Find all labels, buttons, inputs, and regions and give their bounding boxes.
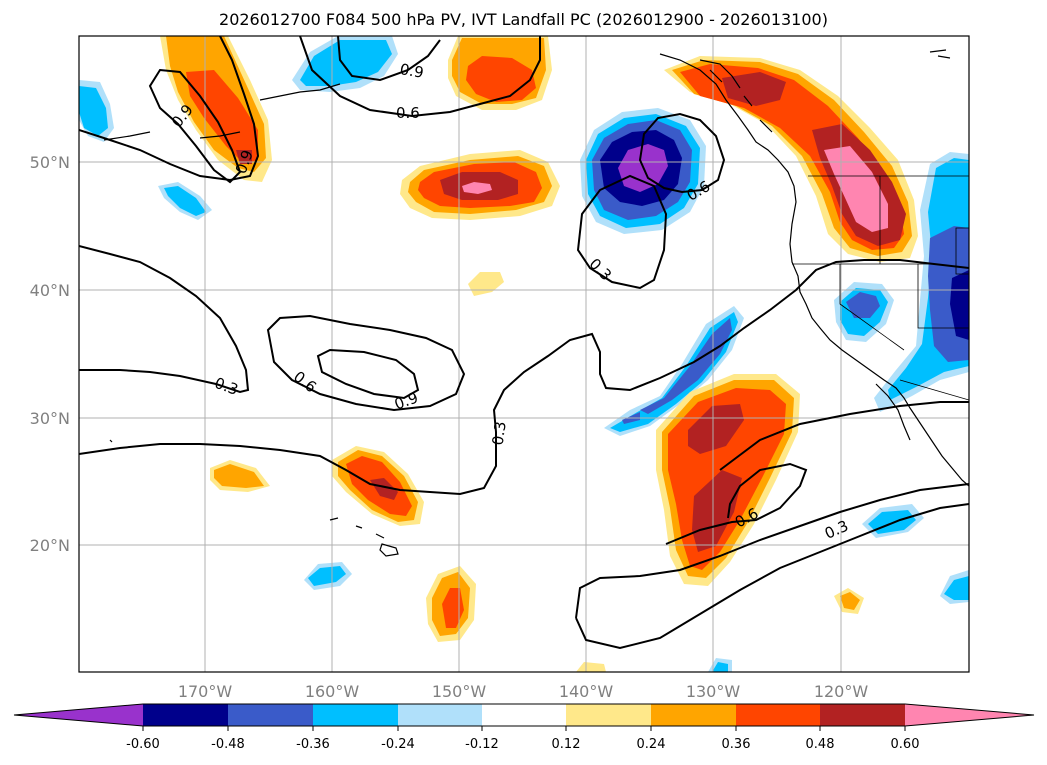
colorbar-segment bbox=[651, 704, 736, 726]
colorbar-segment bbox=[398, 704, 482, 726]
colorbar-segment bbox=[313, 704, 398, 726]
lat-label-40n: 40°N bbox=[30, 281, 70, 300]
pv-cell-south-negative bbox=[304, 562, 352, 590]
colorbar-extend-high bbox=[905, 704, 1034, 726]
colorbar: -0.60 -0.48 -0.36 -0.24 -0.12 0.12 0.24 … bbox=[13, 703, 1035, 752]
pv-cell-coastal-positive bbox=[664, 56, 918, 262]
pv-cell-ca-negative bbox=[834, 282, 894, 342]
colorbar-segment bbox=[736, 704, 820, 726]
colorbar-segment bbox=[143, 704, 228, 726]
contour-south-0.6 bbox=[665, 462, 808, 545]
graticule bbox=[79, 36, 969, 672]
contour-label: 0.9 bbox=[398, 60, 425, 82]
lon-label-170w: 170°W bbox=[178, 682, 233, 701]
colorbar-segment bbox=[566, 704, 651, 726]
colorbar-segment bbox=[228, 704, 313, 726]
lat-label-20n: 20°N bbox=[30, 536, 70, 555]
pv-contours bbox=[79, 36, 969, 650]
pv-cell-bottom-small bbox=[576, 658, 732, 672]
longitude-labels: 170°W 160°W 150°W 140°W 130°W 120°W bbox=[178, 682, 869, 701]
colorbar-label: -0.60 bbox=[126, 737, 160, 752]
coastlines bbox=[103, 49, 969, 557]
contour-big-0.3 bbox=[79, 259, 969, 496]
contour-ne-0.3 bbox=[576, 174, 668, 290]
pv-cell-west-positive-small bbox=[210, 460, 270, 492]
pv-cell-ne-negative bbox=[580, 108, 706, 234]
pv-cell-negative-small-1 bbox=[158, 182, 212, 220]
contour-ne-0.6 bbox=[638, 112, 726, 194]
colorbar-extend-low bbox=[14, 704, 143, 726]
lon-label-120w: 120°W bbox=[814, 682, 869, 701]
map-title: 2026012700 F084 500 hPa PV, IVT Landfall… bbox=[219, 10, 828, 29]
contour-north-0.9 bbox=[337, 36, 441, 82]
contour-se-0.3 bbox=[719, 401, 969, 471]
colorbar-label: 0.48 bbox=[806, 737, 835, 752]
pv-cell-nw-positive bbox=[160, 36, 272, 182]
pv-cell-east-negative bbox=[874, 152, 969, 412]
contour-south-0.3 bbox=[575, 483, 969, 619]
lat-label-30n: 30°N bbox=[30, 409, 70, 428]
pv-cell-far-west-negative bbox=[79, 80, 114, 142]
colorbar-label: 0.12 bbox=[552, 737, 581, 752]
contour-nw-0.6 bbox=[79, 36, 260, 182]
colorbar-label: -0.36 bbox=[296, 737, 330, 752]
colorbar-label: -0.48 bbox=[211, 737, 245, 752]
colorbar-label: 0.60 bbox=[891, 737, 920, 752]
contour-north-0.6 bbox=[299, 36, 541, 118]
lat-label-50n: 50°N bbox=[30, 153, 70, 172]
contour-label: 0.3 bbox=[489, 420, 510, 446]
lon-label-140w: 140°W bbox=[559, 682, 614, 701]
colorbar-label: -0.24 bbox=[381, 737, 415, 752]
pv-cell-north-positive bbox=[448, 36, 552, 110]
contour-central-0.9 bbox=[316, 348, 420, 400]
lon-label-130w: 130°W bbox=[686, 682, 741, 701]
contour-label: 0.6 bbox=[396, 104, 420, 122]
map-frame bbox=[78, 35, 970, 673]
shading-layer bbox=[79, 36, 969, 672]
colorbar-label: 0.24 bbox=[637, 737, 666, 752]
colorbar-segment bbox=[820, 704, 905, 726]
latitude-labels: 50°N 40°N 30°N 20°N bbox=[30, 153, 70, 555]
pv-cell-south-positive bbox=[426, 566, 476, 642]
colorbar-segment bbox=[482, 704, 566, 726]
contour-nw-0.9 bbox=[148, 68, 242, 184]
contour-far-south-0.3 bbox=[575, 503, 969, 650]
colorbar-ticks bbox=[142, 726, 906, 731]
colorbar-label: -0.12 bbox=[465, 737, 499, 752]
lon-label-160w: 160°W bbox=[305, 682, 360, 701]
lon-label-150w: 150°W bbox=[432, 682, 487, 701]
state-borders bbox=[792, 175, 969, 401]
contour-west-0.3 bbox=[79, 245, 250, 394]
colorbar-label: 0.36 bbox=[722, 737, 751, 752]
contour-central-0.6 bbox=[266, 314, 466, 412]
